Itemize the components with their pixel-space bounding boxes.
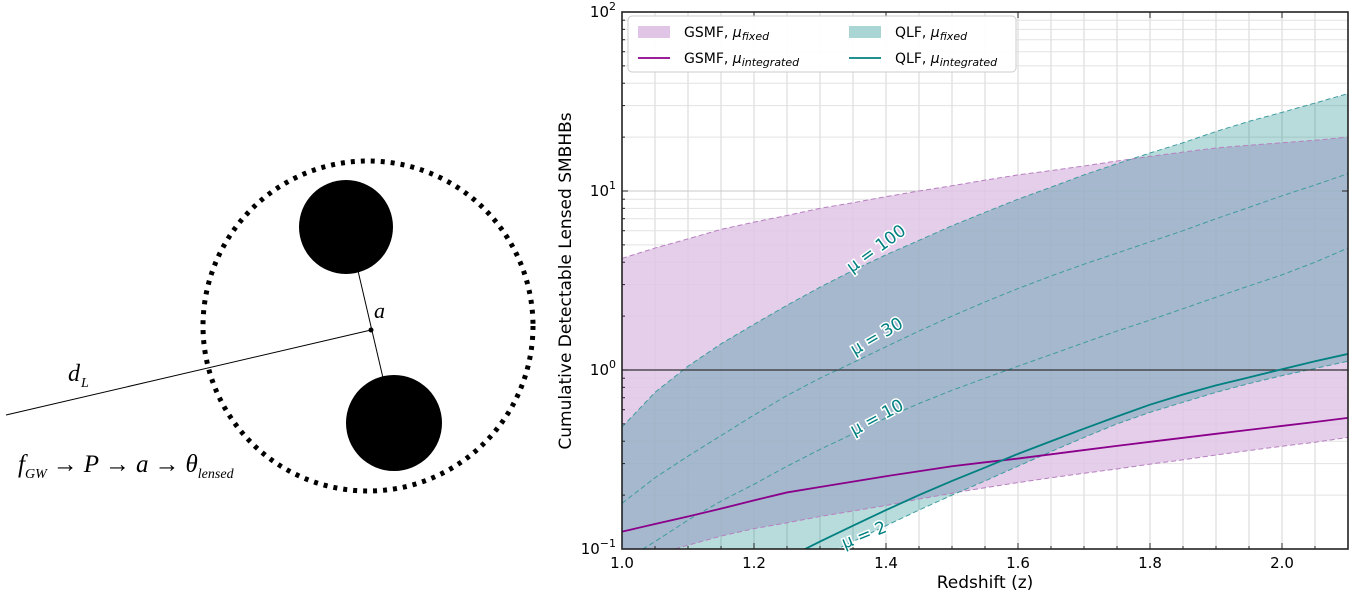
- legend-swatch: [638, 26, 670, 38]
- series-lines: [622, 93, 1348, 549]
- y-tick-label: 101: [590, 179, 616, 200]
- mu-curve-2: [641, 247, 1348, 549]
- gsmf-fixed-upper-edge: [622, 136, 1348, 259]
- gsmf-fixed-lower-edge: [672, 436, 1348, 549]
- x-tick-label: 1.0: [610, 554, 634, 572]
- black-hole-upper: [299, 180, 393, 274]
- x-tick-label: 2.0: [1270, 554, 1294, 572]
- x-axis-label: Redshift (z): [937, 573, 1034, 593]
- qlf-fixed-band: [622, 93, 1348, 549]
- gsmf-integrated-line: [622, 417, 1348, 533]
- gsmf-fixed-band: [622, 137, 1348, 549]
- distance-line: [5, 329, 372, 416]
- x-tick-label: 1.2: [742, 554, 766, 572]
- label-dL: dL: [68, 361, 89, 391]
- y-tick-label: 102: [590, 0, 616, 21]
- x-tick-label: 1.4: [874, 554, 898, 572]
- axis-ticks: 1.0 1.2 1.4 1.6 1.8 2.0 10−1 100 101 102: [581, 0, 1349, 572]
- y-axis-label: Cumulative Detectable Lensed SMBHBs: [556, 112, 576, 449]
- qlf-integrated-line: [803, 353, 1348, 549]
- mu-curve-1: [622, 173, 1348, 504]
- binary-lensing-diagram: a dL fGW → P → a → θlensed: [5, 158, 536, 494]
- legend-swatch: [849, 26, 881, 38]
- fill-bands: [622, 93, 1348, 549]
- legend: GSMF, μfixed QLF, μfixed GSMF, μintegrated…: [627, 15, 1017, 73]
- legend-label: GSMF, μintegrated: [684, 51, 800, 69]
- separation-line: [347, 227, 395, 426]
- legend-label: QLF, μintegrated: [895, 51, 998, 69]
- y-tick-label: 10−1: [581, 537, 616, 558]
- x-tick-label: 1.8: [1138, 554, 1162, 572]
- label-a: a: [374, 298, 385, 323]
- x-tick-label: 1.6: [1006, 554, 1030, 572]
- mu-curve-3: [836, 360, 1348, 549]
- legend-label: GSMF, μfixed: [684, 25, 770, 43]
- mu-curve-0: [622, 93, 1348, 428]
- legend-label: QLF, μfixed: [895, 25, 968, 43]
- y-tick-label: 100: [590, 358, 616, 379]
- center-point: [368, 327, 374, 333]
- legend-box: [627, 15, 1017, 73]
- formula: fGW → P → a → θlensed: [18, 451, 235, 482]
- lens-circle-dotted: [200, 158, 536, 494]
